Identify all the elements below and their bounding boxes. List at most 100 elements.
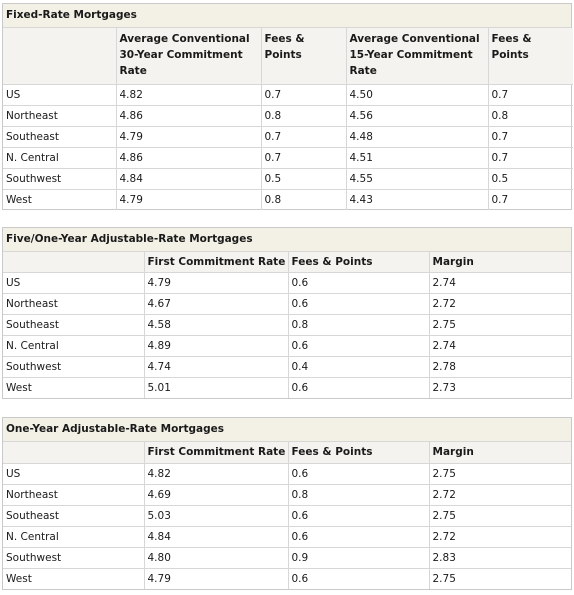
value-cell: 4.84	[143, 525, 289, 548]
value-cell: 2.74	[428, 271, 571, 294]
region-cell: Southwest	[3, 355, 145, 378]
value-cell: 2.75	[428, 567, 571, 589]
value-cell: 4.48	[345, 125, 489, 148]
value-cell: 2.83	[428, 546, 571, 569]
header-cell	[3, 442, 145, 464]
value-cell: 4.82	[115, 83, 262, 106]
value-cell: 4.80	[143, 546, 289, 569]
value-cell: 2.78	[428, 355, 571, 378]
value-cell: 4.79	[143, 567, 289, 589]
value-cell: 0.6	[287, 271, 430, 294]
table-header-row: Average Conventional 30-Year Commitment …	[3, 28, 573, 85]
value-cell: 2.75	[428, 504, 571, 527]
value-cell: 2.75	[428, 313, 571, 336]
one-year-arm-section: One-Year Adjustable-Rate Mortgages First…	[2, 417, 572, 590]
value-cell: 0.6	[287, 334, 430, 357]
table-row: Southwest 4.80 0.9 2.83	[3, 546, 571, 569]
header-cell: Average Conventional 30-Year Commitment …	[115, 28, 262, 85]
region-cell: US	[3, 271, 145, 294]
table-header-row: First Commitment Rate Fees & Points Marg…	[3, 252, 571, 273]
five-one-arm-title: Five/One-Year Adjustable-Rate Mortgages	[3, 228, 571, 252]
region-cell: Northeast	[3, 483, 145, 506]
value-cell: 0.6	[287, 504, 430, 527]
value-cell: 4.69	[143, 483, 289, 506]
one-year-arm-table: First Commitment Rate Fees & Points Marg…	[3, 442, 571, 589]
table-header-row: First Commitment Rate Fees & Points Marg…	[3, 442, 571, 464]
value-cell: 0.7	[487, 125, 573, 148]
header-cell: Average Conventional 15-Year Commitment …	[345, 28, 489, 85]
header-cell: Fees & Points	[260, 28, 347, 85]
region-cell: West	[3, 567, 145, 589]
header-cell	[3, 28, 117, 85]
value-cell: 0.7	[487, 146, 573, 169]
region-cell: Southwest	[3, 167, 117, 190]
region-cell: N. Central	[3, 525, 145, 548]
value-cell: 2.73	[428, 376, 571, 398]
value-cell: 5.03	[143, 504, 289, 527]
value-cell: 0.7	[487, 83, 573, 106]
fixed-rate-section: Fixed-Rate Mortgages Average Conventiona…	[2, 3, 573, 210]
table-row: Northeast 4.86 0.8 4.56 0.8	[3, 104, 573, 127]
value-cell: 0.7	[260, 125, 347, 148]
fixed-rate-title: Fixed-Rate Mortgages	[3, 4, 571, 28]
header-cell: Fees & Points	[287, 252, 430, 273]
value-cell: 4.89	[143, 334, 289, 357]
value-cell: 0.5	[260, 167, 347, 190]
region-cell: Northeast	[3, 292, 145, 315]
value-cell: 4.43	[345, 188, 489, 210]
region-cell: West	[3, 376, 145, 398]
table-row: US 4.79 0.6 2.74	[3, 271, 571, 294]
table-row: West 4.79 0.6 2.75	[3, 567, 571, 589]
value-cell: 0.6	[287, 292, 430, 315]
header-cell: Margin	[428, 442, 571, 464]
value-cell: 0.8	[487, 104, 573, 127]
header-cell: First Commitment Rate	[143, 252, 289, 273]
value-cell: 0.8	[287, 483, 430, 506]
region-cell: US	[3, 83, 117, 106]
value-cell: 4.79	[143, 271, 289, 294]
region-cell: Northeast	[3, 104, 117, 127]
value-cell: 4.51	[345, 146, 489, 169]
value-cell: 4.67	[143, 292, 289, 315]
value-cell: 0.4	[287, 355, 430, 378]
five-one-arm-section: Five/One-Year Adjustable-Rate Mortgages …	[2, 227, 572, 399]
value-cell: 0.7	[260, 146, 347, 169]
value-cell: 2.74	[428, 334, 571, 357]
table-row: US 4.82 0.7 4.50 0.7	[3, 83, 573, 106]
value-cell: 0.5	[487, 167, 573, 190]
value-cell: 4.55	[345, 167, 489, 190]
value-cell: 4.79	[115, 188, 262, 210]
table-row: N. Central 4.84 0.6 2.72	[3, 525, 571, 548]
value-cell: 4.86	[115, 104, 262, 127]
table-row: West 4.79 0.8 4.43 0.7	[3, 188, 573, 210]
value-cell: 2.72	[428, 483, 571, 506]
header-cell: Fees & Points	[287, 442, 430, 464]
value-cell: 0.8	[260, 188, 347, 210]
five-one-arm-table: First Commitment Rate Fees & Points Marg…	[3, 252, 571, 398]
table-row: Southeast 5.03 0.6 2.75	[3, 504, 571, 527]
table-row: West 5.01 0.6 2.73	[3, 376, 571, 398]
value-cell: 0.6	[287, 525, 430, 548]
table-row: N. Central 4.86 0.7 4.51 0.7	[3, 146, 573, 169]
region-cell: Southwest	[3, 546, 145, 569]
value-cell: 4.50	[345, 83, 489, 106]
value-cell: 5.01	[143, 376, 289, 398]
header-cell: Margin	[428, 252, 571, 273]
value-cell: 0.6	[287, 376, 430, 398]
header-cell	[3, 252, 145, 273]
table-row: Southeast 4.79 0.7 4.48 0.7	[3, 125, 573, 148]
region-cell: N. Central	[3, 334, 145, 357]
value-cell: 4.82	[143, 462, 289, 485]
fixed-rate-table: Average Conventional 30-Year Commitment …	[3, 28, 573, 210]
value-cell: 4.74	[143, 355, 289, 378]
table-row: Southeast 4.58 0.8 2.75	[3, 313, 571, 336]
value-cell: 0.6	[287, 567, 430, 589]
region-cell: US	[3, 462, 145, 485]
region-cell: Southeast	[3, 313, 145, 336]
value-cell: 0.7	[260, 83, 347, 106]
value-cell: 4.84	[115, 167, 262, 190]
region-cell: N. Central	[3, 146, 117, 169]
value-cell: 0.6	[287, 462, 430, 485]
table-row: N. Central 4.89 0.6 2.74	[3, 334, 571, 357]
value-cell: 0.8	[260, 104, 347, 127]
